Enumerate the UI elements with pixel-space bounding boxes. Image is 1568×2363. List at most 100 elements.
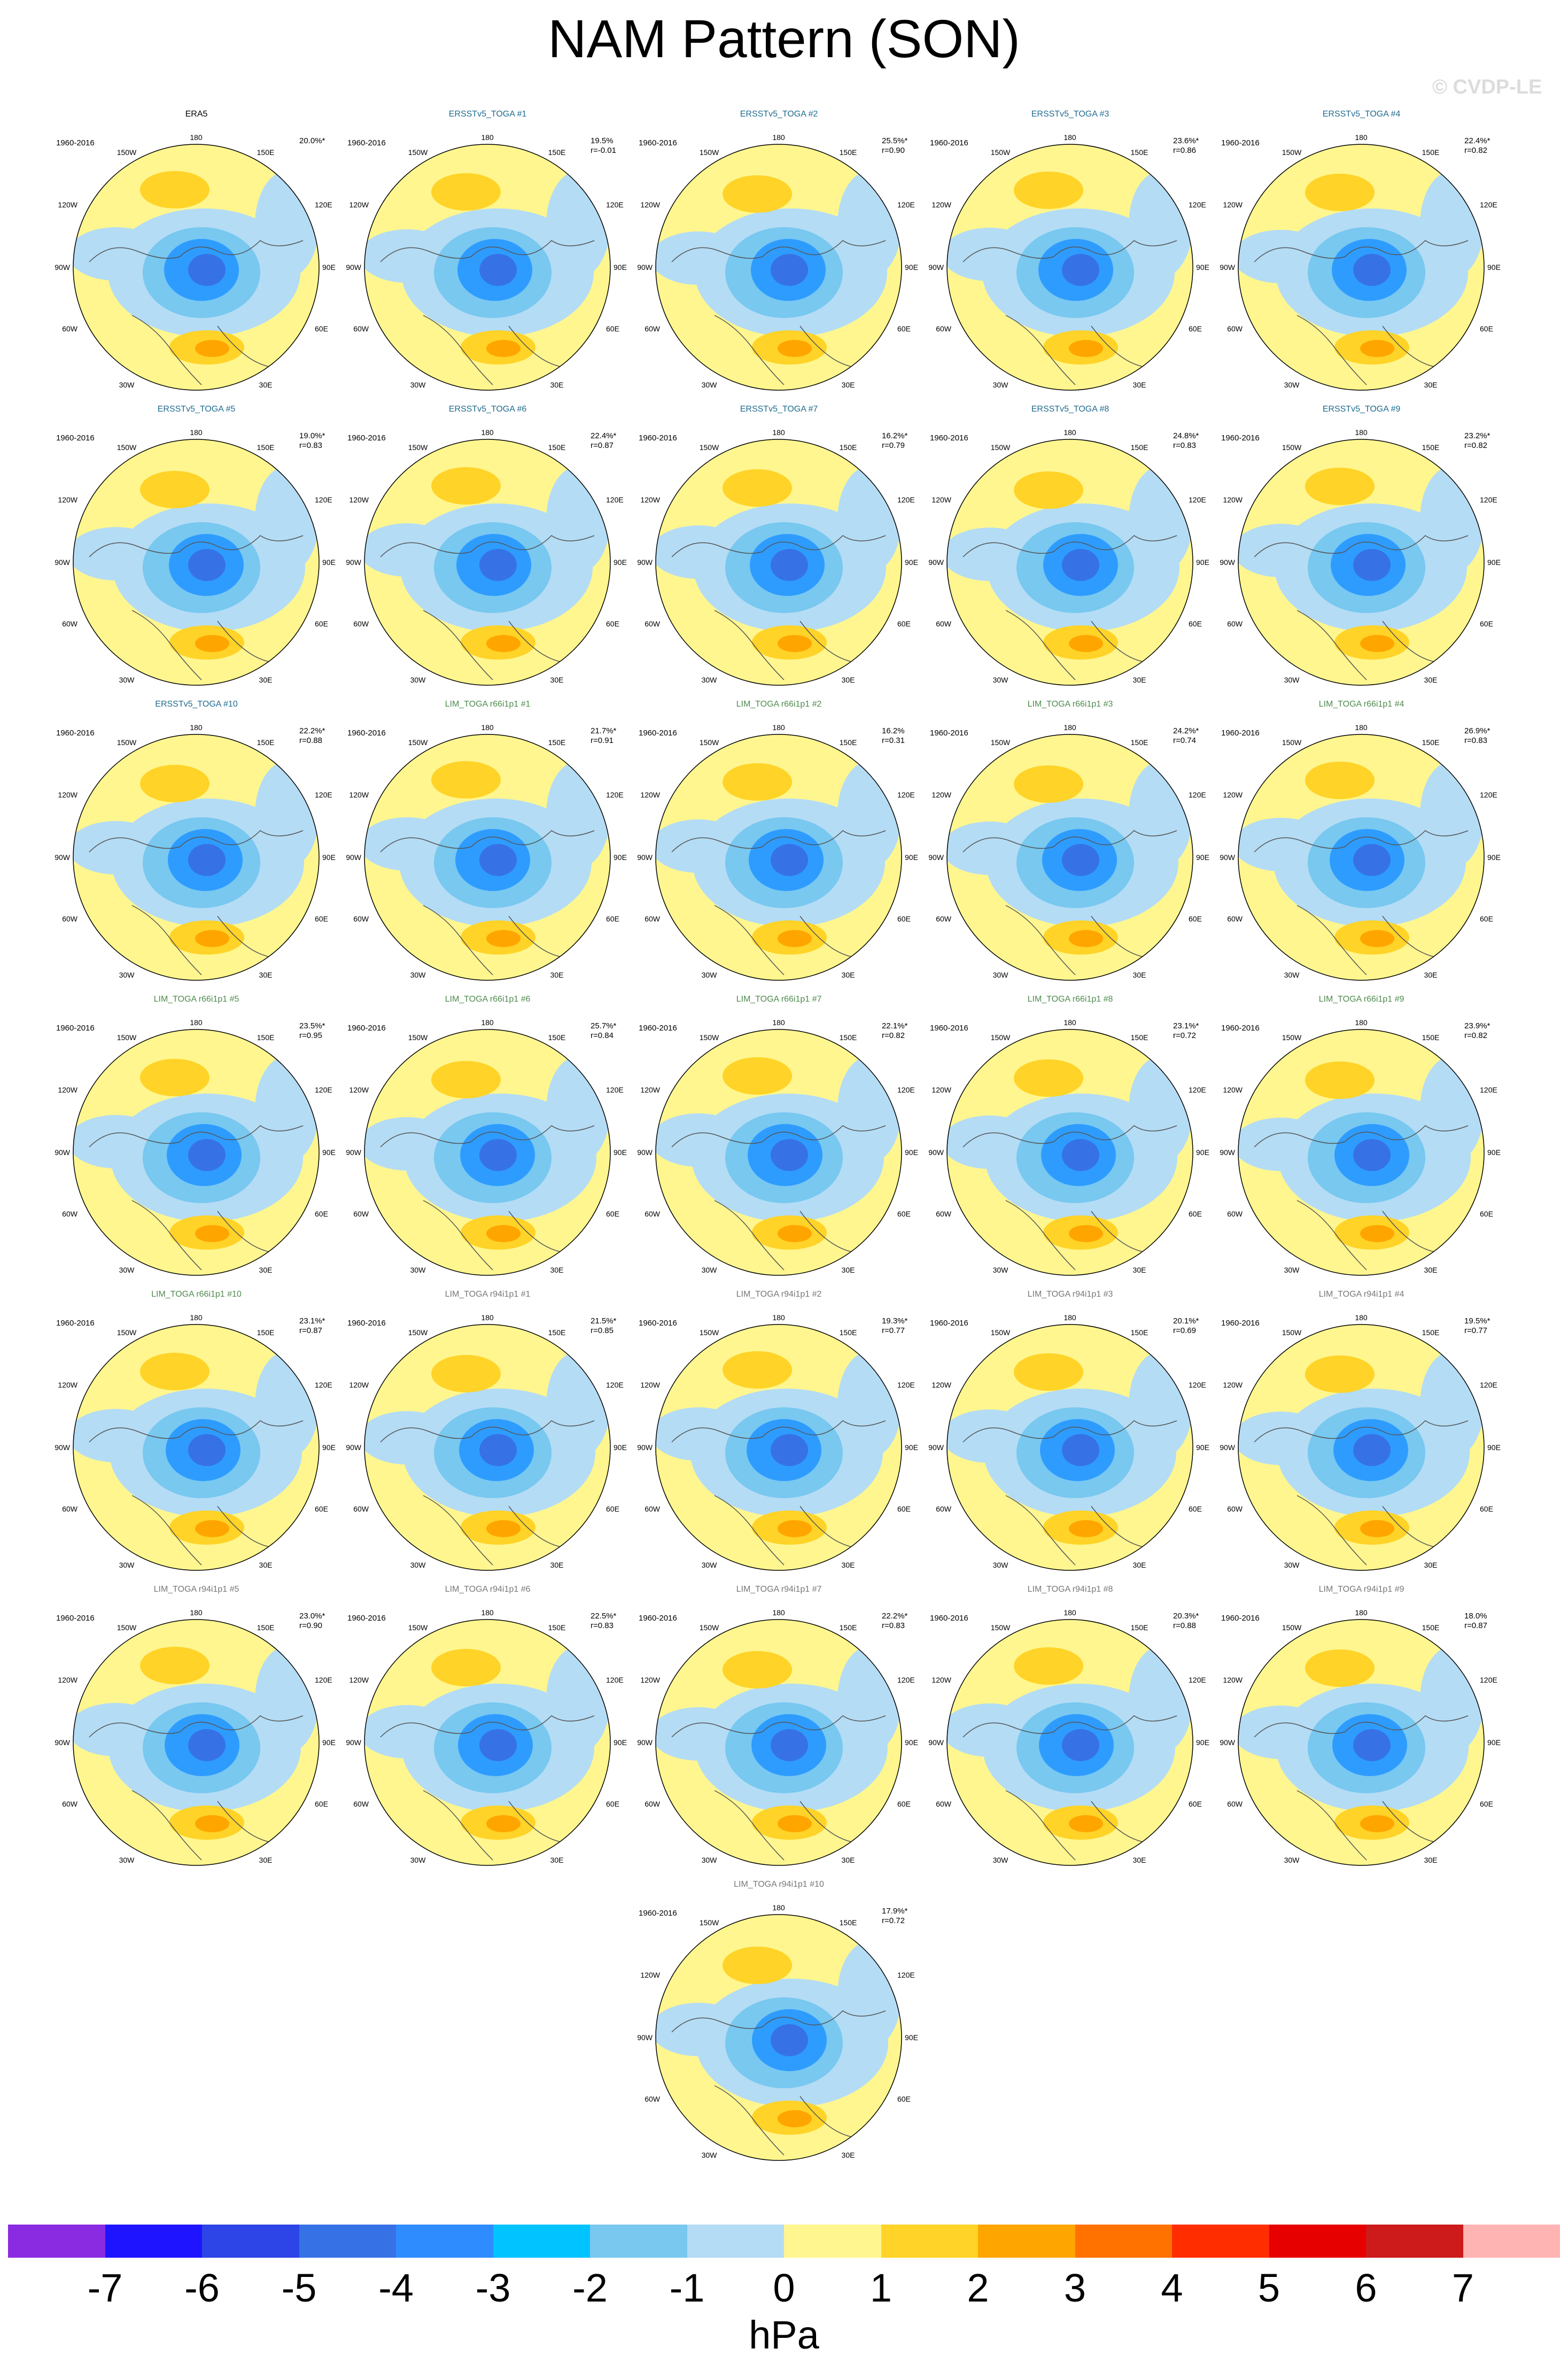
label-120w: 120W [932, 1381, 951, 1389]
label-90w: 90W [346, 1148, 362, 1157]
label-120e: 120E [1189, 495, 1206, 504]
label-30w: 30W [410, 971, 426, 979]
label-180: 180 [190, 1608, 203, 1617]
label-120w: 120W [1223, 791, 1243, 799]
label-60w: 60W [645, 2095, 661, 2103]
panel-years: 1960-2016 [347, 729, 386, 738]
label-60e: 60E [315, 619, 328, 628]
colorbar-tick-label: -7 [87, 2266, 123, 2310]
label-120e: 120E [1480, 1381, 1497, 1389]
polar-map: 180 0 150W 150E 120W 120E 90W 90E 60W 60E 30W 30E [1220, 1018, 1501, 1281]
label-180: 180 [772, 1313, 785, 1322]
label-0: 0 [1068, 1574, 1072, 1576]
label-120e: 120E [315, 1676, 332, 1684]
panel-years: 1960-2016 [930, 1319, 968, 1328]
panel-title: LIM_TOGA r94i1p1 #4 [1318, 1290, 1404, 1299]
label-180: 180 [190, 723, 203, 732]
label-150w: 150W [1282, 1033, 1302, 1042]
label-150e: 150E [548, 1033, 566, 1042]
label-150w: 150W [408, 1033, 428, 1042]
label-30e: 30E [1424, 1856, 1438, 1864]
label-120e: 120E [315, 791, 332, 799]
label-180: 180 [772, 1018, 785, 1027]
label-60w: 60W [645, 324, 661, 333]
colorbar-tick-label: 5 [1257, 2266, 1280, 2310]
polar-map: 180 0 150W 150E 120W 120E 90W 90E 60W 60E 30W 30E [928, 1608, 1209, 1871]
label-90e: 90E [1196, 1148, 1209, 1157]
label-30w: 30W [1284, 1856, 1300, 1864]
label-90e: 90E [905, 1738, 918, 1747]
label-90w: 90W [55, 558, 71, 567]
label-120w: 120W [640, 1676, 660, 1684]
panel-correlation: r=0.88 [1173, 1621, 1196, 1630]
label-60e: 60E [897, 2095, 911, 2103]
map-panel: 180 0 150W 150E 120W 120E 90W 90E 60W 60E 30W 30E LI… [342, 700, 633, 986]
label-90w: 90W [346, 853, 362, 862]
label-120w: 120W [640, 200, 660, 209]
label-90w: 90W [55, 1738, 71, 1747]
label-120e: 120E [1480, 791, 1497, 799]
colorbar-box [1366, 2225, 1463, 2258]
label-150w: 150W [700, 443, 719, 452]
label-0: 0 [485, 984, 490, 986]
watermark: © CVDP-LE [1432, 76, 1542, 98]
colorbar-box [396, 2225, 493, 2258]
label-90e: 90E [1487, 1443, 1501, 1452]
panel-variance: 22.4%* [1464, 136, 1491, 145]
panel-variance: 24.8%* [1173, 431, 1199, 440]
label-120e: 120E [1189, 200, 1206, 209]
panel-title: ERSSTv5_TOGA #1 [448, 110, 527, 119]
label-0: 0 [777, 1574, 781, 1576]
label-60w: 60W [645, 915, 661, 923]
label-120e: 120E [315, 1381, 332, 1389]
label-90w: 90W [637, 2033, 653, 2042]
label-150w: 150W [991, 148, 1011, 157]
panel-correlation: r=0.83 [299, 441, 322, 450]
label-0: 0 [485, 1279, 490, 1281]
label-120w: 120W [58, 200, 77, 209]
label-30w: 30W [1284, 1266, 1300, 1274]
label-180: 180 [1355, 428, 1368, 437]
map-panel: 180 0 150W 150E 120W 120E 90W 90E 60W 60E 30W 30E LI… [925, 1290, 1216, 1576]
panel-correlation: r=0.72 [1173, 1031, 1196, 1040]
label-30e: 30E [259, 1561, 273, 1569]
label-150w: 150W [408, 1328, 428, 1337]
label-150w: 150W [700, 1918, 719, 1927]
label-90e: 90E [614, 558, 627, 567]
label-150w: 150W [700, 148, 719, 157]
panel-variance: 23.9%* [1464, 1021, 1491, 1031]
label-120w: 120W [932, 1676, 951, 1684]
label-60w: 60W [353, 915, 369, 923]
label-120w: 120W [58, 495, 77, 504]
panel-title: LIM_TOGA r94i1p1 #10 [734, 1880, 824, 1889]
label-180: 180 [190, 428, 203, 437]
panel-variance: 22.1%* [882, 1021, 908, 1031]
label-120w: 120W [58, 1381, 77, 1389]
colorbar [8, 2225, 1560, 2258]
panel-years: 1960-2016 [1221, 729, 1260, 738]
panel-variance: 16.2%* [882, 431, 908, 440]
label-0: 0 [1068, 984, 1072, 986]
label-30w: 30W [993, 381, 1009, 389]
label-180: 180 [1064, 723, 1076, 732]
label-120w: 120W [1223, 200, 1243, 209]
label-90w: 90W [637, 263, 653, 272]
panel-correlation: r=0.83 [1464, 736, 1487, 745]
label-30w: 30W [1284, 381, 1300, 389]
panel-title: LIM_TOGA r94i1p1 #3 [1027, 1290, 1113, 1299]
colorbar-tick-label: 4 [1161, 2266, 1183, 2310]
map-panel: 180 0 150W 150E 120W 120E 90W 90E 60W 60E 30W 30E ER… [925, 405, 1216, 691]
label-0: 0 [485, 1574, 490, 1576]
label-150e: 150E [257, 738, 275, 747]
label-150e: 150E [1131, 443, 1148, 452]
map-panel: 180 0 150W 150E 120W 120E 90W 90E 60W 60E 30W 30E LI… [925, 1585, 1216, 1871]
label-60e: 60E [1480, 324, 1493, 333]
label-90e: 90E [905, 558, 918, 567]
polar-map: 180 0 150W 150E 120W 120E 90W 90E 60W 60E 30W 30E [346, 1608, 627, 1871]
panel-correlation: r=0.87 [299, 1326, 322, 1335]
label-90e: 90E [1487, 263, 1501, 272]
label-30e: 30E [259, 381, 273, 389]
label-120e: 120E [1189, 1676, 1206, 1684]
panel-variance: 23.1%* [299, 1316, 325, 1326]
panel-title: ERSSTv5_TOGA #9 [1322, 405, 1401, 414]
